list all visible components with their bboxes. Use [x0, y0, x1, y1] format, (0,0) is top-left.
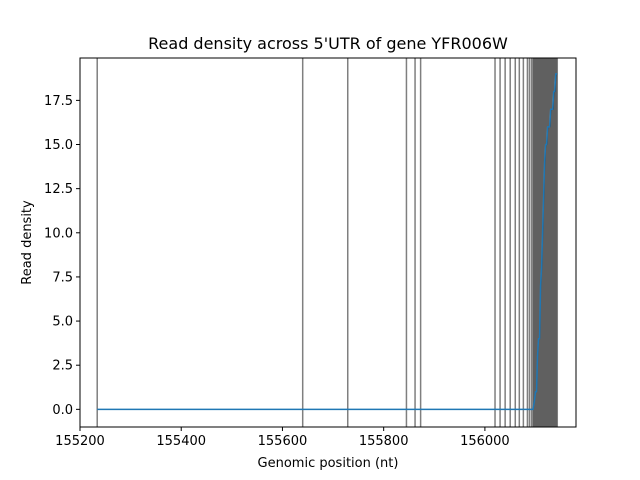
y-tick-label-2: 5.0	[52, 315, 73, 330]
y-tick-label-0: 0.0	[52, 403, 73, 418]
chart-title: Read density across 5'UTR of gene YFR006…	[148, 34, 508, 53]
y-tick-label-3: 7.5	[52, 270, 73, 285]
x-tick-label-2: 155600	[258, 434, 308, 449]
x-axis-label: Genomic position (nt)	[258, 456, 399, 471]
series-layer	[97, 73, 558, 411]
y-tick-label-1: 2.5	[52, 359, 73, 374]
x-tick-label-0: 155200	[55, 434, 105, 449]
x-tick-label-4: 156000	[460, 434, 510, 449]
x-tick-label-1: 155400	[156, 434, 206, 449]
y-tick-label-7: 17.5	[44, 94, 73, 109]
x-axis: 155200 155400 155600 155800 156000	[55, 427, 510, 449]
series-line-0	[97, 73, 558, 411]
x-tick-label-3: 155800	[359, 434, 409, 449]
y-axis-label: Read density	[20, 200, 35, 285]
vertical-lines	[96, 58, 559, 427]
y-axis: 0.0 2.5 5.0 7.5 10.0 12.5 15.0 17.5	[44, 94, 80, 418]
y-tick-label-6: 15.0	[44, 138, 73, 153]
axes-frame	[79, 57, 577, 428]
y-tick-label-5: 12.5	[44, 182, 73, 197]
y-tick-label-4: 10.0	[44, 226, 73, 241]
